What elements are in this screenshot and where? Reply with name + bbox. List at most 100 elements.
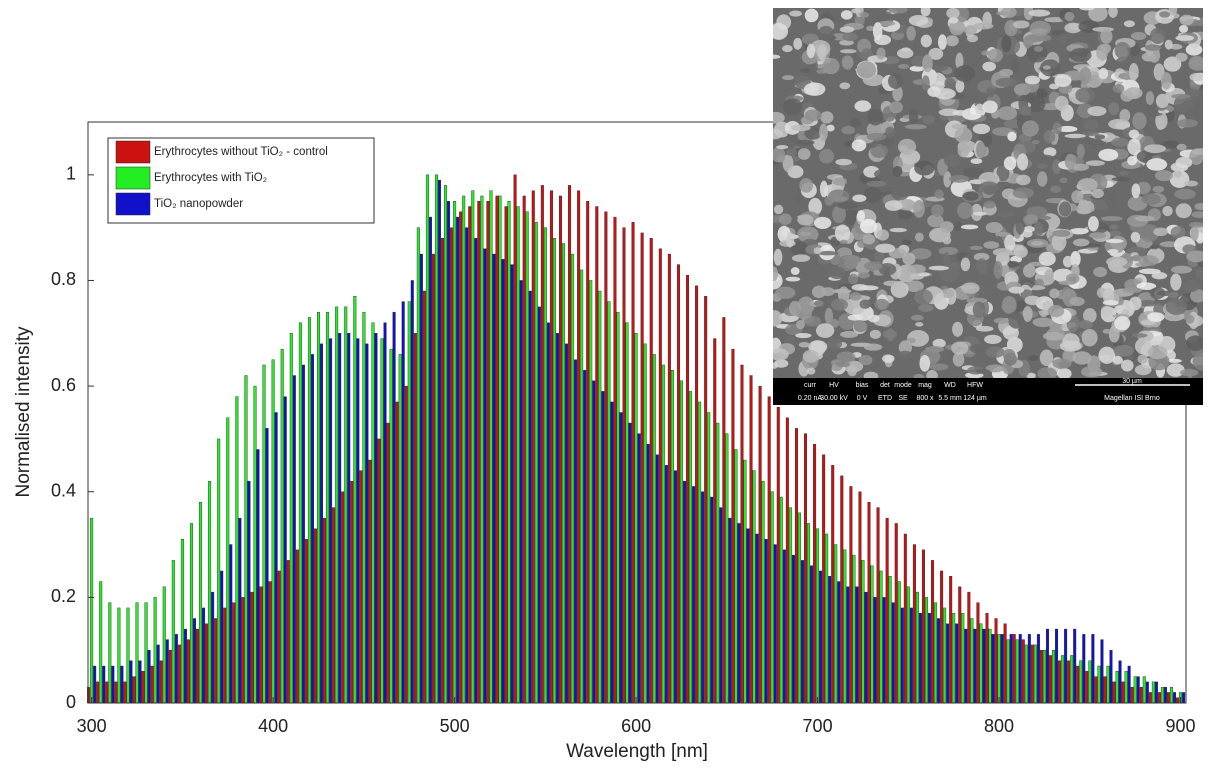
bar <box>543 227 547 704</box>
sem-cell <box>1114 316 1131 331</box>
sem-cell <box>1071 163 1089 171</box>
sem-cell <box>902 252 916 266</box>
legend-swatch <box>115 192 151 216</box>
sem-cell <box>1165 298 1187 316</box>
bar <box>310 354 314 704</box>
sem-cell <box>1082 308 1097 323</box>
sem-cell <box>999 68 1014 77</box>
sem-cell <box>882 329 897 339</box>
bar <box>1112 681 1116 704</box>
sem-cell <box>1075 87 1096 103</box>
bar <box>664 465 668 704</box>
info-value: 30.00 kV <box>820 395 848 402</box>
bar <box>235 396 239 704</box>
bar <box>93 665 97 704</box>
bar <box>1148 692 1152 704</box>
sem-cell <box>1149 287 1166 300</box>
bar <box>441 237 445 704</box>
bar <box>562 243 565 704</box>
sem-cell <box>1037 171 1048 187</box>
bar <box>180 539 184 704</box>
bar <box>174 634 178 704</box>
sem-cell <box>856 210 866 222</box>
bar <box>982 628 986 704</box>
bar <box>353 296 357 704</box>
sem-cell <box>1054 74 1072 87</box>
sem-cell <box>1024 295 1041 306</box>
sem-cell <box>1023 226 1035 233</box>
bar <box>568 185 572 704</box>
sem-cell <box>820 287 835 297</box>
sem-cell <box>1026 95 1046 113</box>
sem-cell <box>1175 203 1192 219</box>
sem-cell <box>1169 43 1183 50</box>
sem-cell <box>876 47 886 60</box>
bar <box>776 407 780 704</box>
sem-cell <box>1059 340 1082 352</box>
sem-cell <box>1108 8 1118 18</box>
bar <box>858 491 862 704</box>
sem-cell <box>1171 93 1191 99</box>
sem-cell <box>1170 273 1182 291</box>
bar <box>643 343 647 704</box>
sem-cell <box>1111 137 1130 147</box>
bar <box>912 544 916 704</box>
bar <box>1118 660 1122 704</box>
sem-cell <box>1072 238 1090 247</box>
sem-cell <box>920 8 931 17</box>
bar <box>301 364 305 704</box>
bar <box>928 613 931 704</box>
sem-cell <box>1189 72 1203 82</box>
sem-cell <box>913 373 925 378</box>
bar <box>601 391 605 704</box>
sem-cell <box>1088 139 1107 146</box>
bar <box>525 211 529 704</box>
bar <box>619 412 623 704</box>
bar <box>223 607 227 704</box>
sem-cell <box>789 10 803 17</box>
sem-cell <box>1185 335 1203 351</box>
sem-cell <box>1167 358 1182 363</box>
bar <box>208 480 212 704</box>
bar <box>955 623 959 704</box>
sem-cell <box>785 276 801 282</box>
bar <box>655 454 659 704</box>
sem-cell <box>1025 214 1039 225</box>
bar <box>831 465 835 704</box>
bar <box>280 348 284 704</box>
sem-cell <box>790 241 808 256</box>
bar <box>631 222 635 704</box>
bar <box>931 560 935 704</box>
sem-cell <box>1190 226 1199 242</box>
sem-cell <box>969 343 985 354</box>
bar <box>193 618 196 704</box>
sem-cell <box>1189 55 1203 67</box>
info-value: ETD <box>878 395 892 402</box>
bar <box>1024 644 1028 704</box>
bar <box>259 586 263 704</box>
sem-cell <box>1185 43 1203 56</box>
sem-cell <box>1032 317 1054 328</box>
sem-cell <box>790 267 800 275</box>
bar <box>1160 686 1164 704</box>
bar <box>828 576 832 704</box>
sem-cell <box>1007 311 1024 329</box>
bar <box>1021 639 1025 704</box>
sem-cell <box>808 197 823 216</box>
sem-cell <box>773 310 783 327</box>
bar <box>123 681 127 704</box>
sem-cell <box>1108 230 1122 238</box>
sem-cell <box>1087 106 1107 117</box>
bar <box>979 623 983 704</box>
sem-cell <box>994 232 1011 237</box>
bar <box>689 391 693 704</box>
sem-cell <box>1091 188 1104 199</box>
bar <box>1042 649 1046 704</box>
legend-swatch <box>115 166 151 190</box>
bar <box>994 618 998 704</box>
bar <box>704 296 708 704</box>
bar <box>1006 639 1010 704</box>
bar <box>232 602 236 704</box>
sem-cell <box>773 23 789 40</box>
sem-cell <box>1141 193 1161 205</box>
